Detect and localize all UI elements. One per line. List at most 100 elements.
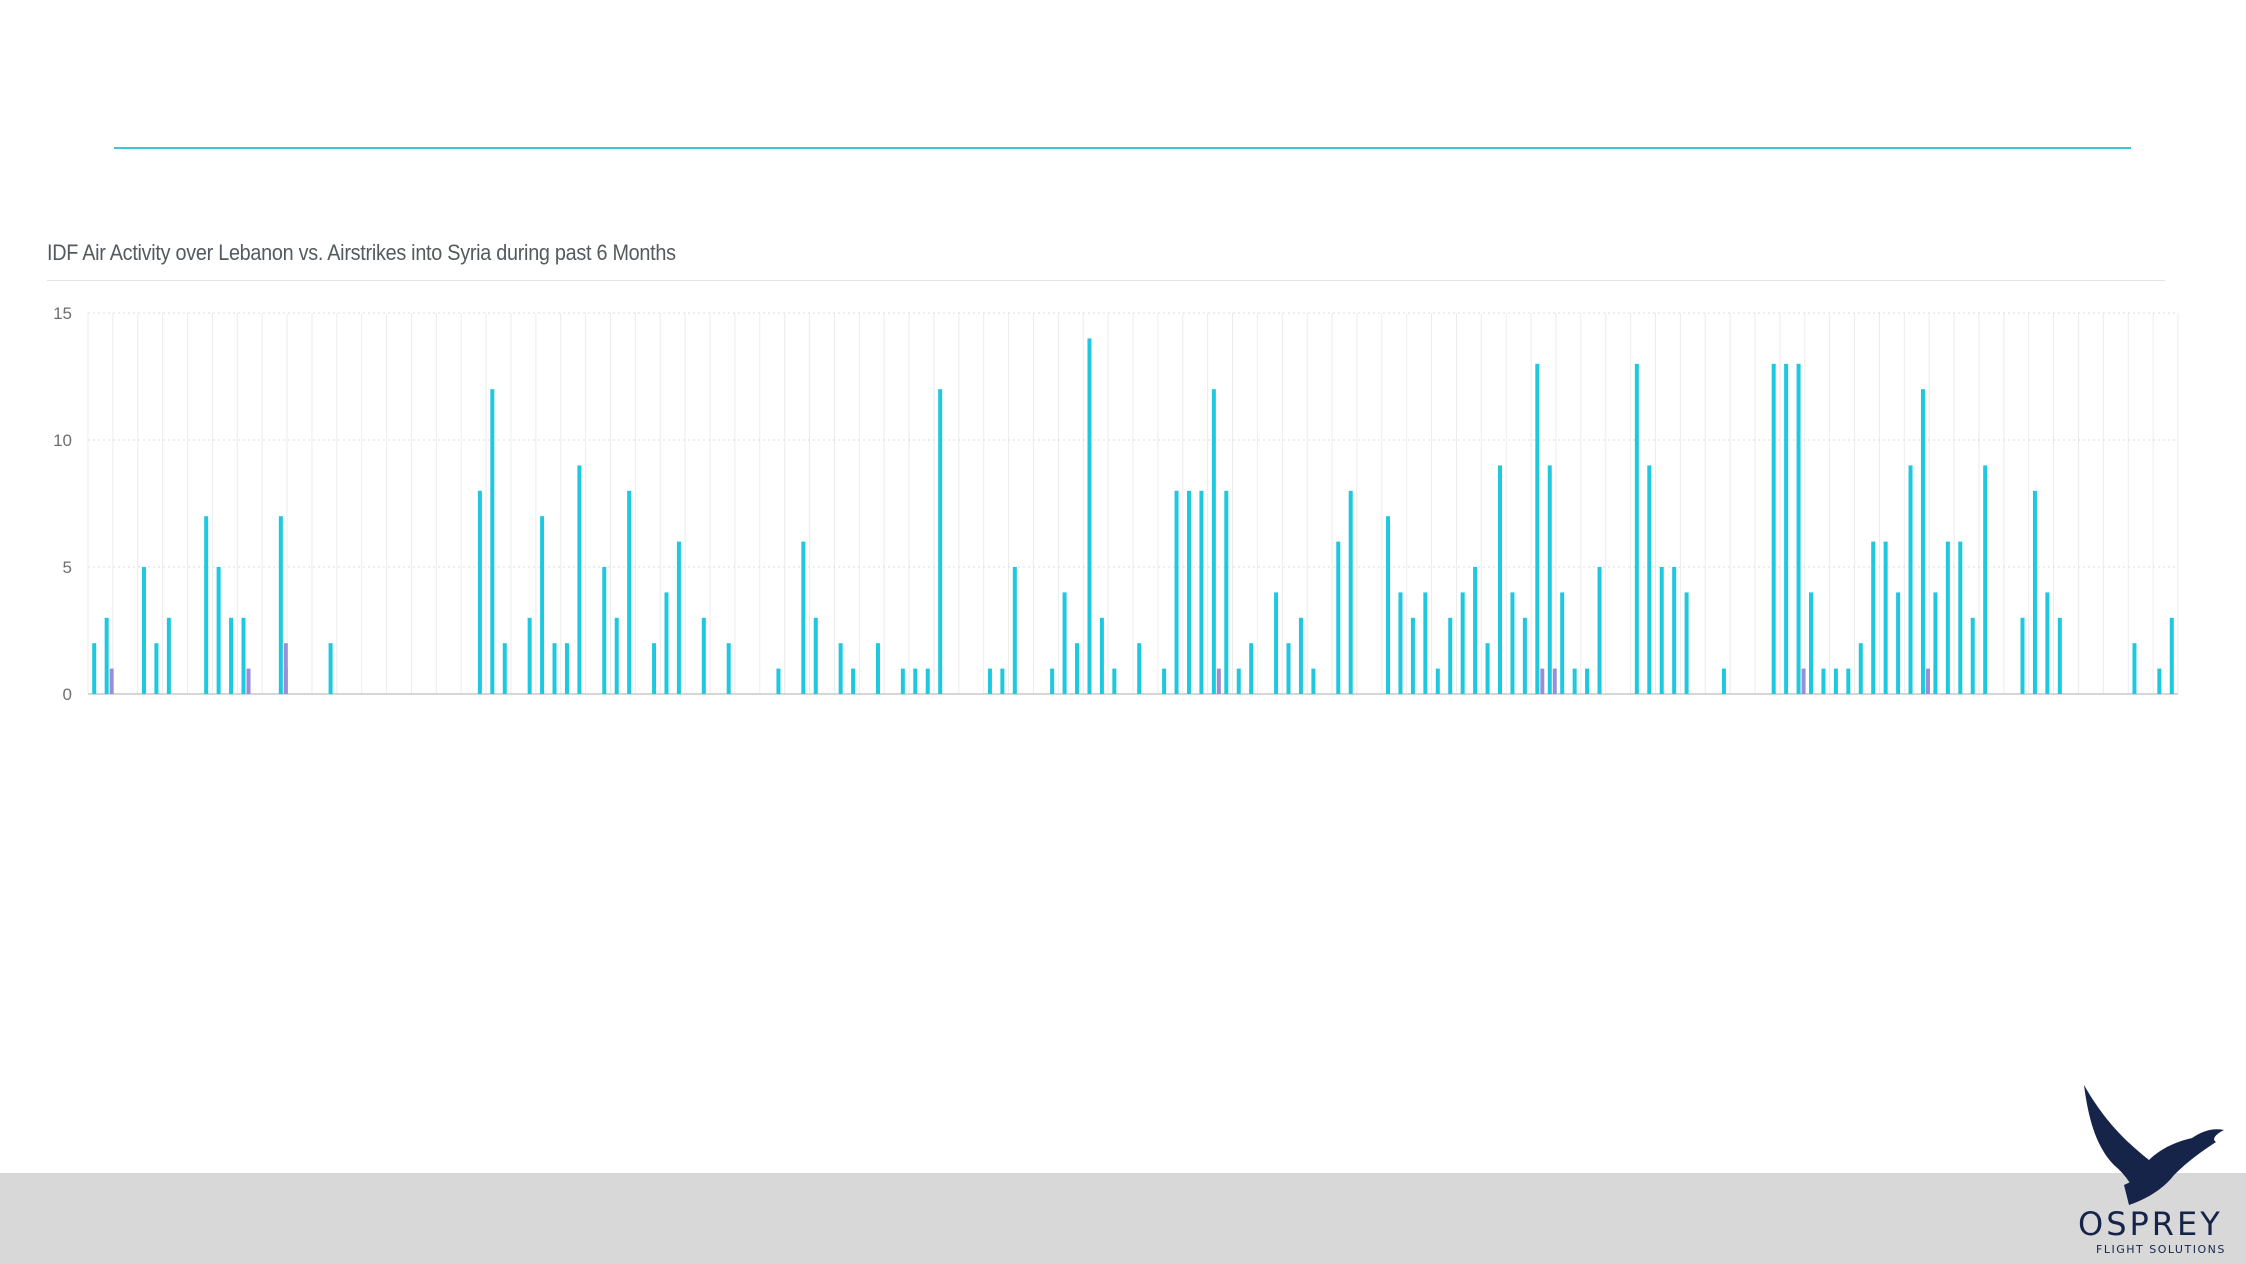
bar [776, 668, 781, 694]
bar [166, 617, 171, 694]
bar [1883, 541, 1888, 694]
bar [1809, 592, 1814, 694]
bar [1186, 490, 1191, 694]
bar [1796, 363, 1801, 694]
bar [1137, 643, 1142, 694]
bar [1945, 541, 1950, 694]
bar [1933, 592, 1938, 694]
bar [552, 643, 557, 694]
bar [1398, 592, 1403, 694]
bar [1236, 668, 1241, 694]
bar [1000, 668, 1005, 694]
bar [1540, 668, 1545, 694]
bar [104, 617, 109, 694]
bar [1224, 490, 1229, 694]
bar [283, 643, 288, 694]
bar [2032, 490, 2037, 694]
bar [502, 643, 507, 694]
bar [92, 643, 97, 694]
bar [1311, 668, 1316, 694]
chart-title: IDF Air Activity over Lebanon vs. Airstr… [47, 240, 676, 265]
bar [1846, 668, 1851, 694]
bar [1448, 617, 1453, 694]
bar [1286, 643, 1291, 694]
bar [241, 617, 246, 694]
y-tick-label: 0 [63, 685, 72, 704]
bar [1435, 668, 1440, 694]
bar [477, 490, 482, 694]
bar [1062, 592, 1067, 694]
bar [1560, 592, 1565, 694]
bar [1473, 567, 1478, 694]
bar [1274, 592, 1279, 694]
bar [664, 592, 669, 694]
bar [1087, 338, 1092, 694]
bar [1552, 668, 1557, 694]
bar [1896, 592, 1901, 694]
bar [1298, 617, 1303, 694]
logo-wordmark: OSPREY [2078, 1205, 2223, 1243]
bar [676, 541, 681, 694]
footer-band [0, 1173, 2246, 1264]
bar [1908, 465, 1913, 694]
bar [1821, 668, 1826, 694]
bar [1336, 541, 1341, 694]
bar [1585, 668, 1590, 694]
bar [527, 617, 532, 694]
bar [1659, 567, 1664, 694]
bar-chart: 0 5 10 15 [53, 304, 2179, 704]
bar [2045, 592, 2050, 694]
bar [1460, 592, 1465, 694]
bar [938, 389, 943, 694]
bar [1833, 668, 1838, 694]
bar [1050, 668, 1055, 694]
bar [1522, 617, 1527, 694]
bar [1174, 490, 1179, 694]
bar [900, 668, 905, 694]
bar [614, 617, 619, 694]
bar [2169, 617, 2174, 694]
bar [602, 567, 607, 694]
bar [1216, 668, 1221, 694]
bar [564, 643, 569, 694]
bar [2132, 643, 2137, 694]
bar [1485, 643, 1490, 694]
bar [1211, 389, 1216, 694]
bar [490, 389, 495, 694]
bar [1348, 490, 1353, 694]
bar [540, 516, 545, 694]
bar [1075, 643, 1080, 694]
bar [1497, 465, 1502, 694]
bar [1983, 465, 1988, 694]
bar [1970, 617, 1975, 694]
bar [1099, 617, 1104, 694]
bar [1925, 668, 1930, 694]
bar [1012, 567, 1017, 694]
header-divider [114, 147, 2131, 149]
title-divider [47, 280, 2165, 281]
bar [1801, 668, 1806, 694]
bar [925, 668, 930, 694]
bar [1871, 541, 1876, 694]
bar [246, 668, 251, 694]
bar [204, 516, 209, 694]
bar [801, 541, 806, 694]
bar [913, 668, 918, 694]
bar [1597, 567, 1602, 694]
bar [1249, 643, 1254, 694]
y-tick-label: 5 [63, 558, 72, 577]
bar [726, 643, 731, 694]
bar [1858, 643, 1863, 694]
bar [1721, 668, 1726, 694]
bar [813, 617, 818, 694]
bar [109, 668, 114, 694]
bar [627, 490, 632, 694]
bar [1684, 592, 1689, 694]
logo-tagline: FLIGHT SOLUTIONS [2096, 1243, 2226, 1256]
bar [328, 643, 333, 694]
bar [229, 617, 234, 694]
bar [1634, 363, 1639, 694]
bar [1547, 465, 1552, 694]
bar [875, 643, 880, 694]
